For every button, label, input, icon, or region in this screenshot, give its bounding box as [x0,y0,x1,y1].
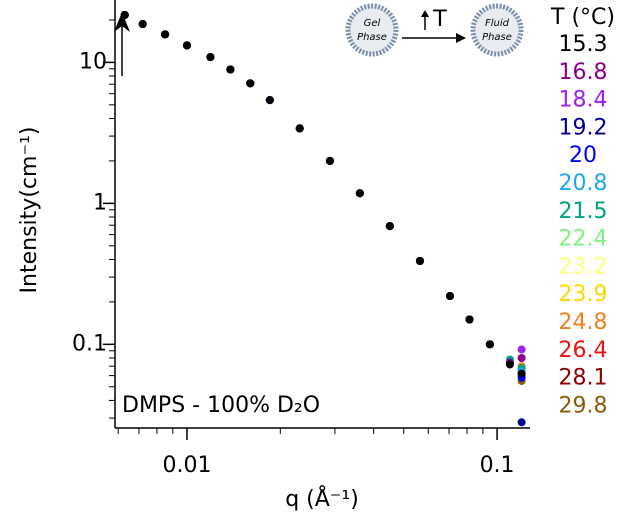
gel-vesicle [345,3,399,57]
arrow-label: T [432,7,447,32]
legend-entry: 15.3 [559,32,608,57]
legend-title: T (°C) [550,5,615,30]
series [120,10,526,378]
legend-entry: 23.9 [559,282,608,307]
legend-entry: 18.4 [559,88,608,113]
series [120,10,526,427]
legend-entry: 26.4 [559,338,608,363]
fluid-vesicle [470,3,524,57]
x-tick-label: 0.01 [162,453,211,478]
point [517,418,526,427]
legend-entry: 20.8 [559,171,608,196]
series [120,10,526,367]
point [138,20,147,29]
point [385,222,394,231]
y-tick-label: 0.1 [72,331,107,356]
point [485,340,494,349]
point [182,41,191,50]
point [325,156,334,165]
point [415,257,424,266]
series [120,10,526,376]
x-tick-label: 0.1 [480,453,515,478]
legend-entry: 24.8 [559,310,608,335]
legend-entry: 21.5 [559,199,608,224]
point [246,79,255,88]
point [161,30,170,39]
fluid-label: Fluid [485,18,510,29]
fluid-label: Phase [482,32,512,43]
legend-entry: 29.8 [559,393,608,418]
legend-entry: 19.2 [559,115,608,140]
point [465,315,474,324]
series [120,10,526,380]
y-tick-label: 10 [79,49,107,74]
point [505,360,514,369]
legend-entry: 23.2 [559,254,608,279]
series [120,10,526,382]
arrow-head [456,33,466,43]
annotation: DMPS - 100% D₂O [122,393,320,418]
legend-entry: 16.8 [559,60,608,85]
point-arrow-head [114,12,130,32]
series [120,10,526,385]
diagram [345,3,524,57]
series [120,10,526,372]
y-tick-label: 1 [93,190,107,215]
series [120,10,526,371]
point [355,189,364,198]
point [206,53,215,62]
series [120,10,526,376]
series [120,10,526,378]
legend-entry: 28.1 [559,366,608,391]
point [517,353,526,362]
point [517,369,526,378]
point [517,345,526,354]
series [120,10,526,376]
gel-label: Gel [364,18,381,29]
y-axis-title: Intensity(cm⁻¹) [17,127,42,294]
point [120,10,129,19]
legend-entry: 22.4 [559,227,608,252]
point [226,65,235,74]
series [120,10,526,374]
legend-entry: 20 [569,143,597,168]
gel-label: Phase [357,32,387,43]
point [445,292,454,301]
series [120,10,526,367]
up-arrow-head [421,10,429,17]
point [265,96,274,105]
point [295,124,304,133]
x-axis-title: q (Å⁻¹) [285,485,359,512]
